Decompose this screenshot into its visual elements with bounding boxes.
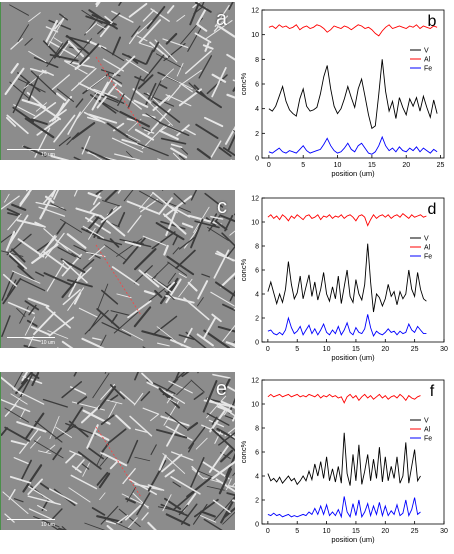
x-axis-label: position (um) xyxy=(331,535,375,544)
y-tick-label: 6 xyxy=(255,450,259,457)
chart-d: 0 5 10 15 20 25 30 0 2 4 6 8 10 12 position (um) conc% V… xyxy=(240,190,454,372)
y-tick-label: 4 xyxy=(255,106,259,113)
panel-letter: e xyxy=(216,378,227,401)
y-tick-label: 8 xyxy=(255,244,259,251)
scale-bar xyxy=(7,337,55,338)
y-tick-label: 0 xyxy=(255,340,259,347)
row-2: c 10 um 0 5 10 15 20 25 30 0 2 4 6 8 10 12 position (u… xyxy=(0,190,454,368)
series-line-al xyxy=(269,25,437,36)
x-tick-label: 30 xyxy=(440,528,448,535)
x-tick-label: 15 xyxy=(368,162,376,169)
row-1: a 10 um 0 5 10 15 20 25 0 2 4 6 8 10 12 position (um)… xyxy=(0,2,454,186)
micrograph-texture xyxy=(1,372,235,530)
series-line-fe xyxy=(269,137,437,154)
series-line-fe xyxy=(268,496,421,516)
panel-letter: f xyxy=(430,383,435,400)
y-tick-label: 12 xyxy=(251,378,259,385)
y-tick-label: 2 xyxy=(255,498,259,505)
y-tick-label: 6 xyxy=(255,268,259,275)
x-tick-label: 0 xyxy=(267,162,271,169)
x-tick-label: 20 xyxy=(381,528,389,535)
x-tick-label: 20 xyxy=(381,346,389,353)
legend-label: Al xyxy=(424,245,431,252)
micrograph-texture xyxy=(1,190,235,348)
series-line-al xyxy=(268,394,421,402)
y-tick-label: 10 xyxy=(251,32,259,39)
x-tick-label: 25 xyxy=(411,346,419,353)
panel-letter: d xyxy=(428,201,437,218)
y-axis-label: conc% xyxy=(240,258,248,281)
x-tick-label: 10 xyxy=(323,528,331,535)
x-axis-label: position (um) xyxy=(331,353,375,362)
legend-label: Fe xyxy=(424,254,432,261)
series-line-fe xyxy=(268,314,427,336)
scale-bar xyxy=(7,149,55,150)
legend-label: Al xyxy=(424,57,431,64)
scale-bar-label: 10 um xyxy=(41,522,55,528)
chart-f: 0 5 10 15 20 25 30 0 2 4 6 8 10 12 position (um) conc% V… xyxy=(240,372,454,554)
x-tick-label: 30 xyxy=(440,346,448,353)
y-axis-label: conc% xyxy=(240,440,248,463)
x-tick-label: 15 xyxy=(352,528,360,535)
plot-frame xyxy=(262,10,444,158)
x-tick-label: 0 xyxy=(266,346,270,353)
chart-b-plot: 0 5 10 15 20 25 0 2 4 6 8 10 12 position (um) conc% V Al… xyxy=(240,2,454,184)
y-tick-label: 12 xyxy=(251,8,259,15)
legend-label: V xyxy=(424,48,429,55)
series-line-v xyxy=(268,433,421,486)
y-tick-label: 0 xyxy=(255,156,259,163)
y-tick-label: 12 xyxy=(251,196,259,203)
scale-bar-label: 10 um xyxy=(41,152,55,158)
legend-label: V xyxy=(424,418,429,425)
y-tick-label: 0 xyxy=(255,522,259,529)
series-line-al xyxy=(268,214,427,226)
y-tick-label: 2 xyxy=(255,316,259,323)
micrograph-a: a 10 um xyxy=(0,2,235,160)
x-tick-label: 10 xyxy=(323,346,331,353)
x-tick-label: 5 xyxy=(295,346,299,353)
micrograph-texture xyxy=(1,2,235,160)
series-line-v xyxy=(269,59,437,128)
x-tick-label: 15 xyxy=(352,346,360,353)
y-tick-label: 4 xyxy=(255,474,259,481)
x-tick-label: 20 xyxy=(402,162,410,169)
plot-frame xyxy=(262,380,444,524)
scale-bar-label: 10 um xyxy=(41,340,55,346)
chart-d-plot: 0 5 10 15 20 25 30 0 2 4 6 8 10 12 position (um) conc% V… xyxy=(240,190,454,368)
y-tick-label: 2 xyxy=(255,131,259,138)
series-line-v xyxy=(268,244,427,312)
x-tick-label: 25 xyxy=(437,162,445,169)
legend-label: Fe xyxy=(424,436,432,443)
chart-b: 0 5 10 15 20 25 0 2 4 6 8 10 12 position (um) conc% V Al… xyxy=(240,2,454,184)
x-tick-label: 0 xyxy=(266,528,270,535)
panel-letter: c xyxy=(217,196,227,219)
x-axis-label: position (um) xyxy=(331,169,375,178)
y-axis-label: conc% xyxy=(240,72,248,95)
x-tick-label: 10 xyxy=(334,162,342,169)
y-tick-label: 4 xyxy=(255,292,259,299)
y-tick-label: 6 xyxy=(255,82,259,89)
legend-label: Fe xyxy=(424,66,432,73)
legend-label: Al xyxy=(424,427,431,434)
micrograph-e: e 10 um xyxy=(0,372,235,530)
x-tick-label: 25 xyxy=(411,528,419,535)
scale-bar xyxy=(7,519,55,520)
y-tick-label: 8 xyxy=(255,57,259,64)
panel-letter: b xyxy=(428,13,437,30)
x-tick-label: 5 xyxy=(301,162,305,169)
x-tick-label: 5 xyxy=(295,528,299,535)
panel-letter: a xyxy=(216,8,227,31)
row-3: e 10 um 0 5 10 15 20 25 30 0 2 4 6 8 10 12 position (u… xyxy=(0,372,454,550)
y-tick-label: 10 xyxy=(251,220,259,227)
y-tick-label: 10 xyxy=(251,402,259,409)
legend-label: V xyxy=(424,236,429,243)
y-tick-label: 8 xyxy=(255,426,259,433)
chart-f-plot: 0 5 10 15 20 25 30 0 2 4 6 8 10 12 position (um) conc% V… xyxy=(240,372,454,550)
micrograph-c: c 10 um xyxy=(0,190,235,348)
